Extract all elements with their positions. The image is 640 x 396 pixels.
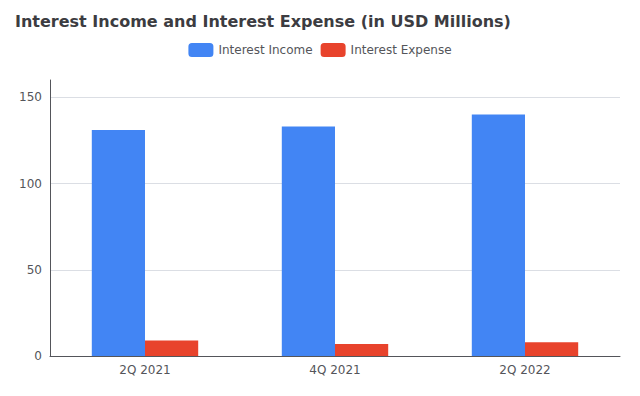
svg-text:Interest Income and Interest E: Interest Income and Interest Expense (in… [15,12,511,31]
svg-text:2Q 2022: 2Q 2022 [499,363,550,377]
svg-text:150: 150 [19,90,42,104]
svg-text:Interest Expense: Interest Expense [351,43,452,57]
svg-text:Interest Income: Interest Income [218,43,312,57]
svg-text:100: 100 [19,177,42,191]
svg-text:2Q 2021: 2Q 2021 [119,363,170,377]
svg-text:0: 0 [34,349,42,363]
svg-text:50: 50 [27,263,42,277]
svg-text:4Q 2021: 4Q 2021 [309,363,360,377]
